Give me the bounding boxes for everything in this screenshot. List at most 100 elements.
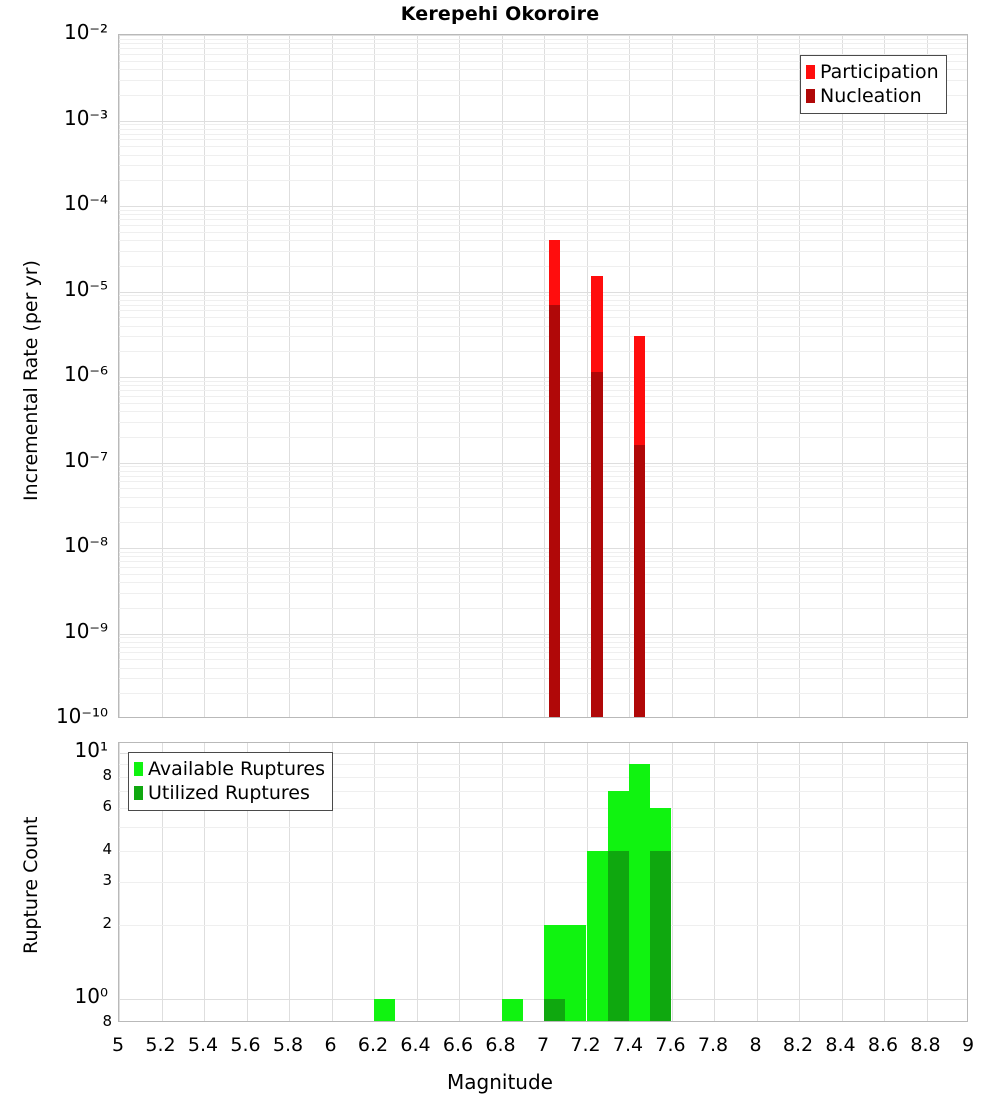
- gridline-horizontal-minor: [119, 380, 967, 382]
- y-tick-label: 10¹: [74, 738, 108, 763]
- gridline-horizontal: [119, 764, 967, 766]
- y-tick-label: 10⁰: [74, 984, 108, 1009]
- x-tick-label: 7.4: [612, 1034, 644, 1056]
- legend-item: Nucleation: [806, 84, 939, 108]
- gridline-horizontal-minor: [119, 693, 967, 695]
- gridline-horizontal-minor: [119, 154, 967, 156]
- gridline-horizontal: [119, 925, 967, 927]
- gridline-horizontal-minor: [119, 231, 967, 233]
- bar-nucleation: [548, 304, 561, 717]
- x-tick-label: 8.2: [782, 1034, 814, 1056]
- gridline-vertical: [756, 35, 758, 717]
- page-title: Kerepehi Okoroire: [400, 3, 600, 25]
- legend-swatch-icon: [806, 65, 815, 79]
- x-tick-label: 7.2: [570, 1034, 601, 1056]
- gridline-vertical: [926, 35, 928, 717]
- gridline-horizontal-minor: [119, 592, 967, 594]
- gridline-horizontal: [119, 777, 967, 779]
- x-tick-label: 6.8: [485, 1034, 516, 1056]
- top-chart-legend: Participation Nucleation: [800, 55, 947, 114]
- gridline-horizontal-minor: [119, 240, 967, 242]
- gridline-horizontal: [119, 548, 967, 549]
- y-tick-label: 3: [102, 870, 112, 889]
- bottom-chart-legend: Available Ruptures Utilized Ruptures: [128, 752, 333, 811]
- gridline-vertical: [161, 35, 163, 717]
- y-tick-label: 2: [102, 914, 112, 933]
- y-tick-label: 10⁻⁷: [63, 447, 108, 472]
- gridline-vertical: [246, 35, 248, 717]
- gridline-horizontal-minor: [119, 481, 967, 483]
- gridline-horizontal-minor: [119, 475, 967, 477]
- rupture-count-plot: [118, 742, 968, 1022]
- gridline-horizontal: [119, 633, 967, 635]
- legend-label: Participation: [820, 60, 939, 83]
- y-tick-label: 10⁻³: [63, 105, 108, 130]
- gridline-horizontal: [119, 881, 967, 883]
- gridline-horizontal: [119, 291, 967, 293]
- gridline-vertical: [544, 35, 545, 717]
- gridline-horizontal-minor: [119, 310, 967, 312]
- bar-available-ruptures: [629, 764, 651, 1021]
- gridline-vertical: [671, 35, 673, 717]
- legend-item: Available Ruptures: [134, 757, 325, 781]
- y-tick-label: 10⁻¹⁰: [55, 704, 108, 728]
- gridline-horizontal: [119, 120, 967, 122]
- gridline-horizontal-minor: [119, 133, 967, 135]
- gridline-vertical: [586, 35, 588, 717]
- x-tick-label: 6.2: [357, 1034, 389, 1056]
- gridline-horizontal-minor: [119, 165, 967, 167]
- gridline-horizontal-minor: [119, 652, 967, 654]
- gridline-vertical: [416, 35, 418, 717]
- x-tick-label: 8.8: [910, 1034, 941, 1056]
- gridline-horizontal: [119, 462, 967, 464]
- gridline-horizontal-minor: [119, 180, 967, 182]
- gridline-horizontal-minor: [119, 43, 967, 45]
- gridline-horizontal-minor: [119, 402, 967, 404]
- gridline-vertical: [459, 35, 460, 717]
- gridline-horizontal-minor: [119, 79, 967, 81]
- y-tick-label: 6: [102, 796, 112, 815]
- gridline-horizontal-minor: [119, 637, 967, 639]
- gridline-horizontal-minor: [119, 573, 967, 575]
- y-tick-label: 8: [102, 1012, 112, 1030]
- gridline-horizontal-minor: [119, 94, 967, 96]
- gridline-horizontal-minor: [119, 295, 967, 297]
- x-tick-label: 5.4: [187, 1034, 219, 1056]
- x-tick-label: 8.4: [825, 1034, 856, 1056]
- bar-utilized-ruptures: [607, 851, 629, 1021]
- gridline-horizontal-minor: [119, 139, 967, 141]
- y-tick-label: 4: [102, 840, 112, 859]
- gridline-horizontal-minor: [119, 214, 967, 216]
- x-tick-label: 5: [111, 1034, 125, 1056]
- gridline-horizontal-minor: [119, 522, 967, 524]
- gridline-horizontal-minor: [119, 304, 967, 306]
- bar-available-ruptures: [374, 999, 396, 1021]
- incremental-rate-plot: [118, 34, 968, 718]
- legend-swatch-icon: [134, 786, 143, 800]
- gridline-horizontal-minor: [119, 395, 967, 397]
- bar-available-ruptures: [565, 925, 587, 1021]
- gridline-horizontal-minor: [119, 250, 967, 252]
- gridline-vertical: [714, 35, 715, 717]
- legend-item: Participation: [806, 60, 939, 84]
- x-tick-label: 7: [536, 1034, 550, 1056]
- x-tick-label: 5.6: [230, 1034, 261, 1056]
- gridline-horizontal-minor: [119, 582, 967, 584]
- legend-label: Utilized Ruptures: [148, 781, 310, 804]
- bar-available-ruptures: [501, 999, 523, 1021]
- gridline-horizontal-minor: [119, 48, 967, 50]
- gridline-horizontal: [119, 753, 967, 755]
- gridline-horizontal-minor: [119, 390, 967, 392]
- x-tick-label: 5.8: [272, 1034, 304, 1056]
- bar-utilized-ruptures: [650, 851, 672, 1021]
- gridline-vertical: [289, 35, 290, 717]
- gridline-horizontal-minor: [119, 466, 967, 468]
- gridline-vertical: [799, 35, 800, 717]
- y-tick-label: 8: [102, 766, 112, 785]
- gridline-horizontal: [119, 791, 967, 793]
- x-tick-label: 5.2: [145, 1034, 176, 1056]
- gridline-horizontal-minor: [119, 209, 967, 211]
- gridline-horizontal-minor: [119, 317, 967, 319]
- y-tick-label: 10⁻⁸: [63, 533, 108, 557]
- x-axis-title: Magnitude: [447, 1070, 553, 1094]
